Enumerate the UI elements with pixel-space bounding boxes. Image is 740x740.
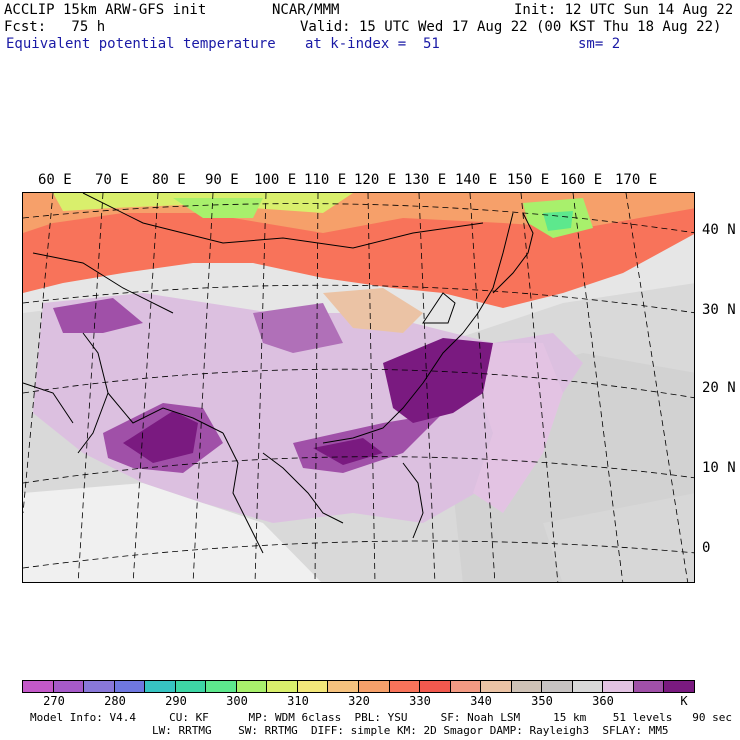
- colorbar-swatch: [84, 681, 115, 692]
- colorbar-swatch: [603, 681, 634, 692]
- colorbar-tick-label: 350: [531, 694, 553, 708]
- forecast-hour: Fcst: 75 h: [4, 19, 106, 35]
- lon-label: 70 E: [95, 172, 129, 188]
- lon-label: 110 E: [304, 172, 347, 188]
- colorbar-tick-label: 340: [470, 694, 492, 708]
- colorbar-swatch: [664, 681, 695, 692]
- lon-label: 120 E: [354, 172, 397, 188]
- colorbar-swatch: [53, 681, 85, 692]
- init-time: Init: 12 UTC Sun 14 Aug 22: [514, 2, 734, 18]
- lon-label: 140 E: [455, 172, 498, 188]
- theta-e-map: [22, 192, 695, 583]
- colorbar-swatch: [145, 681, 176, 692]
- colorbar-tick-label: 360: [592, 694, 614, 708]
- colorbar: [22, 680, 695, 693]
- colorbar-swatch: [389, 681, 421, 692]
- colorbar-swatch: [114, 681, 146, 692]
- lat-label: 30 N: [702, 302, 736, 318]
- colorbar-tick-label: 270: [43, 694, 65, 708]
- lon-label: 60 E: [38, 172, 72, 188]
- lon-label: 150 E: [507, 172, 550, 188]
- colorbar-tick-label: 280: [104, 694, 126, 708]
- colorbar-swatch: [542, 681, 573, 692]
- colorbar-swatch: [297, 681, 329, 692]
- lon-label: 160 E: [560, 172, 603, 188]
- colorbar-tick-label: 310: [287, 694, 309, 708]
- colorbar-swatch: [236, 681, 268, 692]
- model-info-line2: LW: RRTMG SW: RRTMG DIFF: simple KM: 2D …: [152, 724, 669, 737]
- colorbar-swatch: [23, 681, 54, 692]
- colorbar-swatch: [175, 681, 207, 692]
- model-level: at k-index = 51: [305, 36, 440, 52]
- colorbar-swatch: [511, 681, 543, 692]
- lat-label: 10 N: [702, 460, 736, 476]
- lat-label: 40 N: [702, 222, 736, 238]
- lon-label: 90 E: [205, 172, 239, 188]
- colorbar-swatch: [420, 681, 451, 692]
- lat-label: 0: [702, 540, 711, 556]
- smoothing: sm= 2: [578, 36, 621, 52]
- lon-label: 100 E: [254, 172, 297, 188]
- colorbar-tick-label: 300: [226, 694, 248, 708]
- field-name: Equivalent potential temperature: [6, 36, 276, 52]
- lon-label: 80 E: [152, 172, 186, 188]
- colorbar-swatch: [481, 681, 512, 692]
- valid-time: Valid: 15 UTC Wed 17 Aug 22 (00 KST Thu …: [300, 19, 722, 35]
- colorbar-swatch: [328, 681, 360, 692]
- colorbar-swatch: [267, 681, 298, 692]
- model-info-line1: Model Info: V4.4 CU: KF MP: WDM 6class P…: [30, 711, 732, 724]
- colorbar-swatch: [633, 681, 665, 692]
- model-title: ACCLIP 15km ARW-GFS init: [4, 2, 207, 18]
- lon-label: 130 E: [404, 172, 447, 188]
- colorbar-tick-label: 290: [165, 694, 187, 708]
- colorbar-swatch: [572, 681, 604, 692]
- lat-label: 20 N: [702, 380, 736, 396]
- colorbar-tick-label: 320: [348, 694, 370, 708]
- colorbar-unit: K: [680, 694, 688, 708]
- colorbar-swatch: [206, 681, 237, 692]
- institution-label: NCAR/MMM: [272, 2, 340, 18]
- colorbar-swatch: [450, 681, 482, 692]
- lon-label: 170 E: [615, 172, 658, 188]
- colorbar-swatch: [359, 681, 390, 692]
- colorbar-tick-label: 330: [409, 694, 431, 708]
